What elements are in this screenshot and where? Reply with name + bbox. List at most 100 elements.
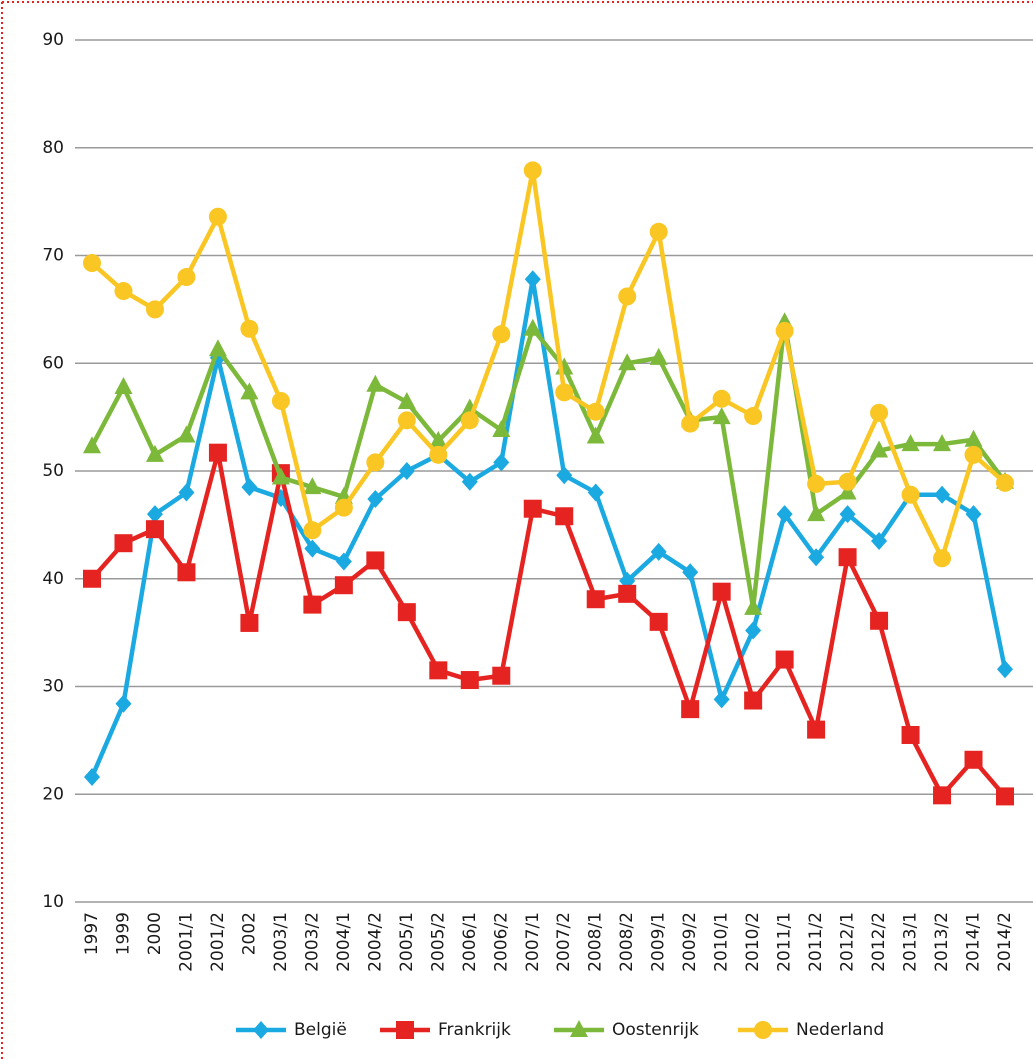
marker bbox=[744, 691, 763, 710]
marker bbox=[240, 613, 259, 632]
marker bbox=[114, 282, 133, 301]
x-tick-label: 2009/1 bbox=[649, 912, 669, 972]
marker bbox=[334, 576, 353, 595]
x-tick-label: 2013/2 bbox=[932, 912, 952, 972]
legend-label: Frankrijk bbox=[438, 1020, 511, 1040]
marker bbox=[586, 426, 605, 444]
marker bbox=[114, 534, 133, 553]
x-tick-label: 2012/2 bbox=[869, 912, 889, 972]
y-tick-label: 30 bbox=[42, 677, 64, 697]
marker bbox=[303, 477, 322, 495]
marker bbox=[682, 563, 699, 582]
marker bbox=[366, 551, 385, 570]
marker bbox=[523, 318, 542, 336]
marker bbox=[461, 472, 478, 491]
marker bbox=[587, 483, 604, 502]
x-tick-label: 2007/2 bbox=[554, 912, 574, 972]
marker bbox=[933, 786, 952, 805]
legend-label: Oostenrijk bbox=[612, 1020, 699, 1040]
x-tick-label: 1999 bbox=[113, 912, 133, 955]
marker bbox=[493, 453, 510, 472]
marker bbox=[83, 436, 101, 454]
marker bbox=[618, 353, 637, 371]
x-tick-label: 2010/1 bbox=[712, 912, 732, 972]
marker bbox=[712, 407, 731, 425]
x-tick-label: 2013/1 bbox=[901, 912, 921, 972]
marker bbox=[523, 161, 542, 180]
marker bbox=[303, 595, 322, 614]
y-tick-label: 20 bbox=[42, 784, 64, 804]
marker bbox=[178, 483, 195, 502]
marker bbox=[901, 725, 920, 744]
marker bbox=[271, 467, 290, 485]
marker bbox=[586, 590, 605, 609]
marker bbox=[492, 666, 511, 685]
marker bbox=[145, 300, 164, 319]
x-tick-label: 2007/1 bbox=[523, 912, 543, 972]
marker bbox=[870, 440, 889, 458]
y-tick-label: 90 bbox=[42, 30, 64, 50]
marker bbox=[177, 563, 196, 582]
marker bbox=[208, 339, 227, 357]
marker bbox=[397, 603, 416, 622]
marker bbox=[492, 420, 511, 438]
marker bbox=[398, 462, 415, 480]
marker bbox=[964, 429, 983, 447]
marker bbox=[397, 411, 416, 430]
marker bbox=[618, 287, 637, 306]
marker bbox=[838, 482, 857, 500]
marker bbox=[807, 504, 826, 522]
legend-marker bbox=[253, 1021, 269, 1039]
x-tick-label: 2005/2 bbox=[428, 912, 448, 972]
x-tick-label: 2005/1 bbox=[397, 912, 417, 972]
marker bbox=[808, 548, 825, 567]
marker bbox=[618, 584, 637, 603]
marker bbox=[776, 505, 793, 524]
marker bbox=[177, 425, 196, 443]
marker bbox=[208, 443, 227, 462]
x-tick-label: 2003/1 bbox=[271, 912, 291, 972]
marker bbox=[712, 389, 731, 408]
marker bbox=[524, 270, 541, 289]
marker bbox=[870, 403, 889, 422]
marker bbox=[397, 392, 416, 410]
marker bbox=[964, 750, 983, 769]
marker bbox=[114, 376, 133, 394]
x-tick-label: 2003/2 bbox=[302, 912, 322, 972]
x-tick-label: 2014/1 bbox=[964, 912, 984, 972]
marker bbox=[429, 445, 448, 464]
marker bbox=[901, 434, 920, 452]
series-line bbox=[90, 168, 1007, 561]
legend-label: Nederland bbox=[796, 1020, 884, 1040]
x-tick-label: 2011/1 bbox=[775, 912, 795, 972]
marker bbox=[871, 532, 888, 551]
x-tick-label: 2004/1 bbox=[334, 912, 354, 972]
marker bbox=[870, 611, 889, 630]
y-tick-label: 40 bbox=[42, 569, 64, 589]
series-line bbox=[89, 276, 1008, 778]
x-tick-label: 2008/1 bbox=[586, 912, 606, 972]
marker bbox=[838, 472, 857, 491]
marker bbox=[933, 434, 952, 452]
marker bbox=[367, 490, 384, 509]
x-tick-label: 1997 bbox=[82, 912, 102, 955]
marker bbox=[145, 520, 164, 539]
marker bbox=[429, 661, 448, 680]
x-tick-label: 2006/1 bbox=[460, 912, 480, 972]
marker bbox=[586, 402, 605, 421]
x-tick-label: 2012/1 bbox=[838, 912, 858, 972]
marker bbox=[555, 507, 574, 526]
marker bbox=[460, 411, 479, 430]
marker bbox=[807, 474, 826, 493]
marker bbox=[241, 478, 258, 497]
marker bbox=[996, 473, 1014, 492]
marker bbox=[681, 414, 700, 433]
x-tick-label: 2006/2 bbox=[491, 912, 511, 972]
y-tick-label: 70 bbox=[42, 246, 64, 266]
marker bbox=[650, 542, 667, 561]
legend-marker bbox=[396, 1021, 414, 1039]
marker bbox=[745, 621, 762, 640]
marker bbox=[839, 505, 856, 524]
x-tick-label: 2004/2 bbox=[365, 912, 385, 972]
